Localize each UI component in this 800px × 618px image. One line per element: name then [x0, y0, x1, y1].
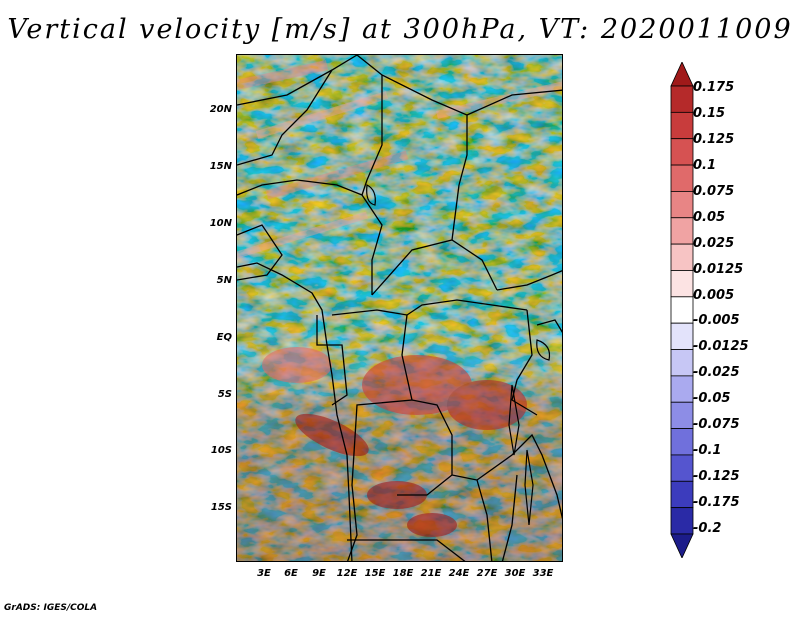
lat-tick-20n: 20N — [209, 104, 232, 115]
colorbar-segment — [670, 191, 694, 219]
colorbar-segment — [670, 454, 694, 482]
country-borders — [237, 55, 562, 561]
colorbar-label: 0.15 — [693, 106, 726, 121]
colorbar-label: -0.05 — [693, 391, 731, 406]
colorbar-segment — [670, 62, 694, 87]
colorbar-label: -0.025 — [693, 365, 740, 380]
lat-tick-15n: 15N — [209, 161, 232, 172]
colorbar-label: 0.075 — [693, 184, 735, 199]
colorbar-segment — [670, 322, 694, 350]
colorbar-label: -0.175 — [693, 495, 740, 510]
colorbar-label: -0.125 — [693, 469, 740, 484]
colorbar-label: 0.175 — [693, 80, 735, 95]
lon-tick-33e: 33E — [532, 568, 554, 579]
colorbar-label: -0.0125 — [693, 339, 749, 354]
lon-tick-27e: 27E — [476, 568, 498, 579]
colorbar-segment — [670, 507, 694, 535]
colorbar-label: 0.1 — [693, 158, 717, 173]
lon-tick-30e: 30E — [504, 568, 526, 579]
colorbar-label: 0.0125 — [693, 262, 744, 277]
velocity-field — [237, 55, 562, 561]
colorbar-segment — [670, 401, 694, 429]
coastline — [237, 262, 353, 561]
colorbar-label: 0.005 — [693, 288, 735, 303]
lon-tick-18e: 18E — [392, 568, 414, 579]
colorbar-segment — [670, 217, 694, 245]
colorbar-blocks — [670, 62, 694, 558]
colorbar-segment — [670, 428, 694, 456]
colorbar-label: 0.025 — [693, 236, 735, 251]
colorbar-segment — [670, 243, 694, 271]
colorbar-segment — [670, 533, 694, 558]
colorbar-label: -0.005 — [693, 313, 740, 328]
lon-tick-12e: 12E — [336, 568, 358, 579]
colorbar-segment — [670, 111, 694, 140]
lat-tick-5s: 5S — [217, 389, 232, 400]
lon-tick-15e: 15E — [364, 568, 386, 579]
colorbar-segment — [670, 138, 694, 166]
lon-tick-21e: 21E — [420, 568, 442, 579]
colorbar-segment — [670, 296, 694, 324]
lat-tick-5n: 5N — [216, 275, 232, 286]
colorbar-label: -0.075 — [693, 417, 740, 432]
lon-tick-6e: 6E — [284, 568, 298, 579]
lon-tick-3e: 3E — [257, 568, 271, 579]
map-panel — [236, 54, 563, 562]
colorbar-segment — [670, 480, 694, 509]
chart-title: Vertical velocity [m/s] at 300hPa, VT: 2… — [7, 14, 793, 45]
lon-tick-9e: 9E — [312, 568, 326, 579]
colorbar-segment — [670, 270, 694, 298]
colorbar-segment — [670, 164, 694, 192]
lat-tick-10n: 10N — [209, 218, 232, 229]
colorbar-label: 0.05 — [693, 210, 726, 225]
lakes — [366, 184, 551, 526]
lat-tick-15s: 15S — [210, 502, 232, 513]
southern-clusters — [262, 347, 527, 537]
colorbar — [670, 62, 694, 558]
colorbar-label: -0.2 — [693, 521, 722, 536]
colorbar-label: 0.125 — [693, 132, 735, 147]
colorbar-segment — [670, 85, 694, 113]
colorbar-label: -0.1 — [693, 443, 722, 458]
lat-tick-eq: EQ — [216, 332, 232, 343]
colorbar-segment — [670, 375, 694, 403]
lat-tick-10s: 10S — [210, 445, 232, 456]
footer-credit: GrADS: IGES/COLA — [4, 603, 98, 613]
colorbar-segment — [670, 349, 694, 377]
lon-tick-24e: 24E — [448, 568, 470, 579]
